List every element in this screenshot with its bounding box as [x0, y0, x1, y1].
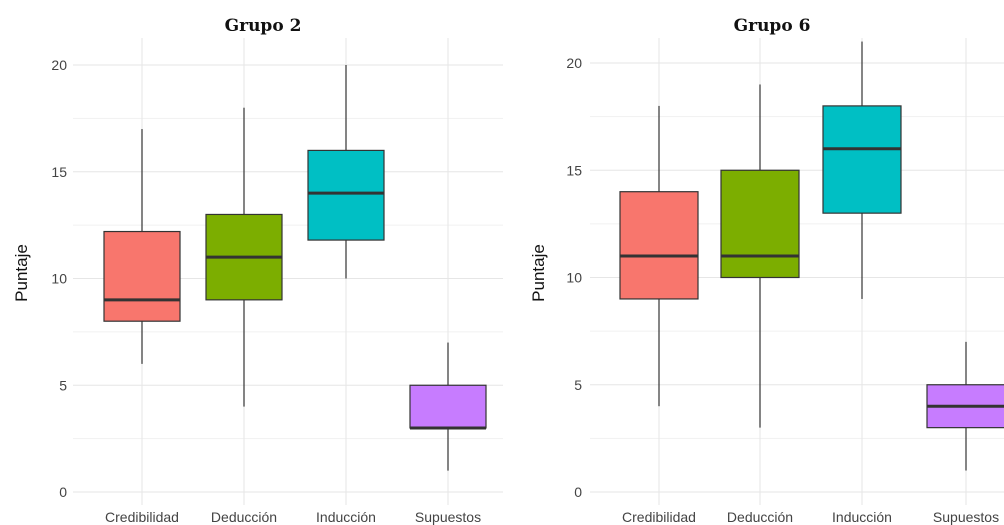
boxes-grupo-2	[103, 65, 487, 471]
x-tick-label: Supuestos	[415, 509, 481, 525]
box-deducción	[720, 84, 800, 428]
y-tick-label: 15	[51, 164, 67, 180]
box-supuestos	[926, 341, 1004, 471]
y-tick-label: 10	[51, 271, 67, 287]
x-tick-label: Supuestos	[933, 509, 999, 525]
x-tick-label: Inducción	[832, 509, 892, 525]
y-ticks-grupo-2: 0 5 10 15 20	[51, 57, 67, 500]
box-iqr	[103, 230, 181, 322]
panel-grupo-2: Grupo 2 Puntaje 0 5 10 15 20 Credibilidad Ded…	[12, 16, 503, 525]
y-tick-label: 5	[574, 377, 582, 393]
x-tick-label: Credibilidad	[622, 509, 696, 525]
y-tick-label: 10	[566, 270, 582, 286]
panel-grupo-6: Grupo 6 Puntaje 0 5 10 15 20 Credibilidad Ded…	[529, 16, 1004, 525]
box-supuestos	[409, 342, 487, 471]
box-inducción	[822, 41, 902, 299]
x-ticks-grupo-2: Credibilidad Deducción Inducción Supuestos	[105, 509, 481, 525]
y-tick-label: 20	[566, 55, 582, 71]
box-iqr	[307, 149, 385, 241]
y-ticks-grupo-6: 0 5 10 15 20	[566, 55, 582, 500]
x-ticks-grupo-6: Credibilidad Deducción Inducción Supuestos	[622, 509, 999, 525]
x-tick-label: Deducción	[211, 509, 277, 525]
box-credibilidad	[619, 105, 699, 407]
box-iqr	[720, 169, 800, 279]
y-tick-label: 15	[566, 162, 582, 178]
box-iqr	[822, 105, 902, 214]
box-iqr	[619, 191, 699, 300]
box-inducción	[307, 65, 385, 279]
x-tick-label: Inducción	[316, 509, 376, 525]
boxes-grupo-6	[619, 41, 1004, 471]
y-tick-label: 0	[574, 484, 582, 500]
y-axis-label-grupo-6: Puntaje	[529, 244, 548, 302]
x-tick-label: Credibilidad	[105, 509, 179, 525]
y-axis-label-grupo-2: Puntaje	[12, 244, 31, 302]
y-tick-label: 20	[51, 57, 67, 73]
y-tick-label: 0	[59, 484, 67, 500]
box-iqr	[409, 384, 487, 429]
y-tick-label: 5	[59, 377, 67, 393]
panel-title-grupo-6: Grupo 6	[734, 16, 811, 36]
panel-title-grupo-2: Grupo 2	[225, 16, 302, 36]
box-deducción	[205, 107, 283, 407]
box-credibilidad	[103, 129, 181, 364]
x-tick-label: Deducción	[727, 509, 793, 525]
